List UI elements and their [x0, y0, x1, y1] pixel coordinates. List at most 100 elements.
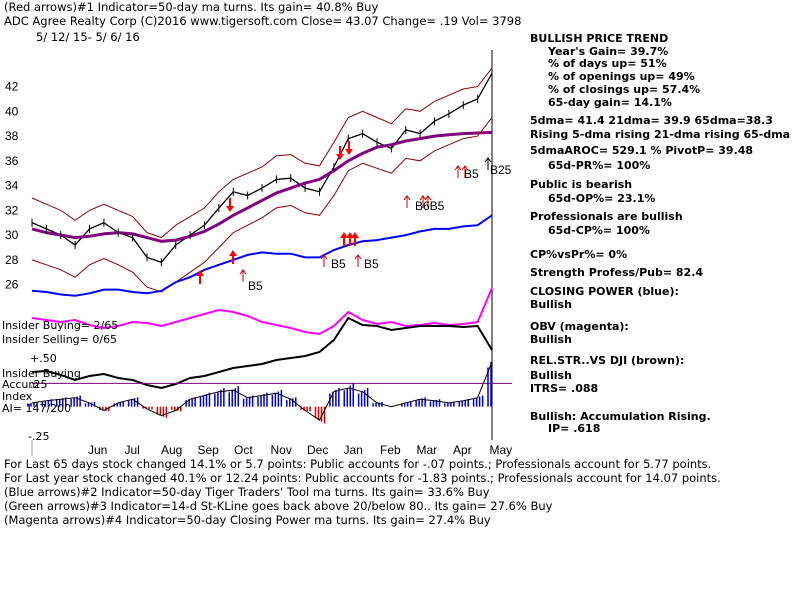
footer-line5: (Magenta arrows)#4 Indicator=50-day Clos… — [4, 513, 491, 527]
ai-p25: .25 — [30, 378, 48, 391]
y-tick-label: 40 — [5, 104, 19, 118]
signal-arrow — [461, 165, 469, 178]
red-up-arrow — [346, 232, 354, 246]
month-label: Jul — [125, 443, 140, 457]
index-label: Index — [2, 390, 33, 403]
years-gain: Year's Gain= 39.7% — [548, 45, 669, 58]
y-tick-label: 26 — [5, 278, 19, 292]
rising-line: Rising 5-dma rising 21-dma rising 65-dma — [530, 128, 791, 141]
upper-band-line — [31, 67, 493, 239]
y-tick-label: 38 — [5, 129, 19, 143]
signal-arrow — [239, 269, 247, 282]
header-line1: (Red arrows)#1 Indicator=50-day ma turns… — [4, 0, 379, 14]
signal-label: B25 — [490, 163, 512, 177]
month-label: Nov — [271, 443, 292, 457]
month-label: Jan — [344, 443, 363, 457]
days-up: % of days up= 51% — [548, 57, 667, 70]
dma-line: 5dma= 41.4 21dma= 39.9 65dma=38.3 — [530, 114, 773, 127]
closing-power-line — [31, 214, 493, 297]
indicator-panel — [31, 214, 493, 390]
signal-arrow — [354, 254, 362, 267]
ai-plus50: +.50 — [30, 352, 57, 365]
signal-label: B5 — [331, 257, 346, 271]
ip-text: IP= .618 — [548, 422, 601, 435]
ai-m25: -.25 — [28, 430, 50, 443]
ma65-line — [31, 130, 493, 243]
y-tick-label: 34 — [5, 179, 19, 193]
obv-val: Bullish — [530, 333, 572, 346]
month-axis: 26 28 30 32 34 36 38 40 42 Jun Jul Aug Sep Oct Nov Dec J… — [5, 80, 512, 457]
accum-label: Accum — [2, 378, 40, 391]
signal-arrow — [403, 195, 411, 208]
footer-line4: (Green arrows)#3 Indicator=14-d St-KLine… — [4, 499, 553, 513]
public-label: Public is bearish — [530, 178, 633, 191]
gain65: 65-day gain= 14.1% — [548, 96, 672, 109]
month-label: Oct — [234, 443, 253, 457]
obv-label: OBV (magenta): — [530, 320, 629, 333]
date-range: 5/ 12/ 15- 5/ 6/ 16 — [36, 30, 140, 44]
y-tick-label: 42 — [5, 80, 19, 94]
month-label: Aug — [161, 443, 182, 457]
rs-label: REL.STR..VS DJI (brown): — [530, 354, 685, 367]
signal-arrow — [419, 195, 427, 208]
cp-label: CLOSING POWER (blue): — [530, 285, 679, 298]
price-panel — [31, 67, 493, 293]
y-tick-label: 30 — [5, 228, 19, 242]
chart-frame — [31, 50, 493, 456]
month-label: Jun — [88, 443, 107, 457]
pro-cp: 65d-CP%= 100% — [548, 224, 650, 237]
openings-up: % of openings up= 49% — [548, 70, 695, 83]
pr-line: 65d-PR%= 100% — [548, 159, 651, 172]
strength: Strength Profess/Pub= 82.4 — [530, 266, 704, 279]
cpvspr: CP%vsPr%= 0% — [530, 248, 628, 261]
red-up-arrow — [351, 232, 359, 246]
accum-text: Bullish: Accumulation Rising. — [530, 410, 711, 423]
y-tick-label: 28 — [5, 253, 19, 267]
footer-line2: For Last year stock changed 40.1% or 12.… — [4, 471, 721, 485]
insider-buying: Insider Buying= 2/65 — [2, 319, 119, 332]
signal-arrow — [424, 195, 432, 208]
trend-title: BULLISH PRICE TREND — [530, 32, 669, 45]
relative-strength-line — [31, 316, 493, 390]
public-op: 65d-OP%= 23.1% — [548, 192, 656, 205]
signal-label: B6B5 — [415, 199, 445, 213]
red-down-arrow — [226, 198, 234, 212]
red-up-arrow — [340, 232, 348, 246]
footer-line1: For Last 65 days stock changed 14.1% or … — [4, 457, 712, 471]
red-down-arrow — [336, 146, 344, 160]
red-up-arrow — [229, 250, 237, 264]
signal-arrow — [484, 157, 492, 170]
closings-up: % of closings up= 57.4% — [548, 83, 701, 96]
month-label: Apr — [453, 443, 472, 457]
itrs: ITRS= .088 — [530, 382, 599, 395]
signal-arrow — [320, 254, 328, 267]
accumulation-index-panel — [27, 361, 512, 424]
signal-label: B5 — [364, 257, 379, 271]
obv-line — [31, 287, 493, 336]
month-label: Mar — [417, 443, 438, 457]
cp-val: Bullish — [530, 298, 572, 311]
ai-ma-line — [31, 361, 493, 421]
month-label: Sep — [198, 443, 220, 457]
insider-buying-2: Insider Buying — [2, 367, 81, 380]
header-line2: ADC Agree Realty Corp (C)2016 www.tigers… — [4, 14, 522, 28]
red-down-arrow — [345, 141, 353, 155]
red-up-arrow — [196, 270, 204, 284]
month-label: Feb — [380, 443, 401, 457]
pro-label: Professionals are bullish — [530, 210, 683, 223]
month-label: May — [490, 443, 513, 457]
y-tick-label: 36 — [5, 154, 19, 168]
y-tick-label: 32 — [5, 203, 19, 217]
ai-value: AI= 147/200 — [2, 402, 72, 415]
footer-line3: (Blue arrows)#2 Indicator=50-day Tiger T… — [4, 485, 490, 499]
aroc-line: 5dmaAROC= 529.1 % PivotP= 39.48 — [530, 144, 754, 157]
signal-arrow — [454, 165, 462, 178]
rs-val: Bullish — [530, 369, 572, 382]
signal-arrows: B25 B5 B6B5 B5 B5 B5 — [196, 141, 512, 293]
lower-band-line — [31, 117, 493, 293]
month-label: Dec — [307, 443, 328, 457]
insider-selling: Insider Selling= 0/65 — [2, 333, 118, 346]
signal-label: B5 — [464, 167, 479, 181]
signal-label: B5 — [248, 279, 263, 293]
